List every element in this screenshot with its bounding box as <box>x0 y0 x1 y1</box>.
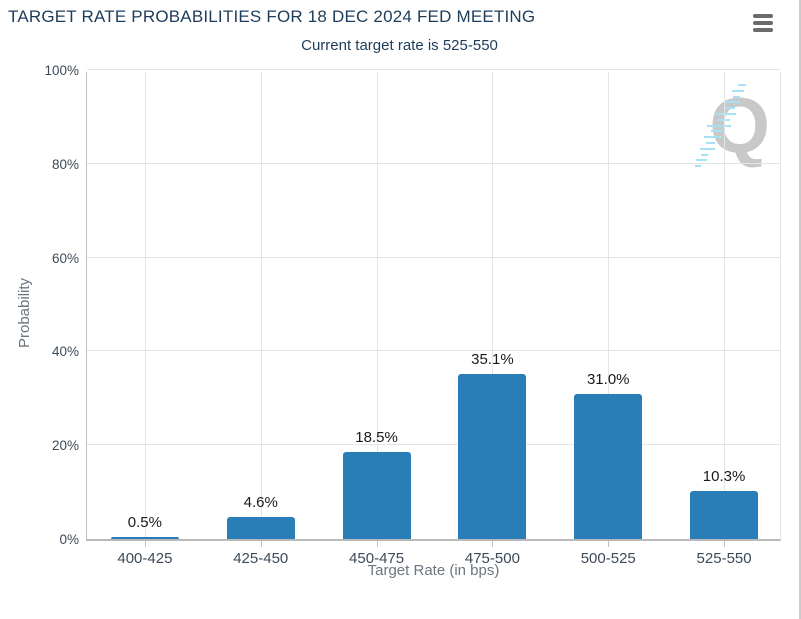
y-axis-title: Probability <box>16 277 33 348</box>
bar-525-550[interactable] <box>690 490 759 539</box>
watermark-dash <box>704 136 722 139</box>
watermark-dash <box>711 130 723 133</box>
x-tick-mark <box>492 541 494 547</box>
gridline-vertical <box>376 72 378 539</box>
plot-area: Q 0% 20% 40% 60% 80% 100% 0.5% 400-425 4.6% 425-4… <box>44 63 781 567</box>
bar-value-label: 4.6% <box>243 494 278 512</box>
x-tick-label: 500-525 <box>580 550 636 567</box>
watermark-dash <box>732 89 744 92</box>
bar-value-label: 10.3% <box>702 467 746 485</box>
bar-value-label: 35.1% <box>471 351 514 369</box>
chart-subtitle: Current target rate is 525-550 <box>301 37 498 54</box>
watermark-dash <box>724 101 740 104</box>
y-tick-label: 60% <box>51 250 79 266</box>
watermark-dash <box>738 84 746 86</box>
y-tick-label: 80% <box>51 156 79 172</box>
watermark-dash <box>725 107 735 110</box>
watermark-dash <box>700 153 708 156</box>
watermark-dash <box>705 142 715 144</box>
gridline-horizontal <box>87 69 780 70</box>
gridline-horizontal <box>87 162 780 164</box>
gridline-vertical <box>144 72 146 539</box>
bar-value-label: 18.5% <box>355 429 398 447</box>
gridline-horizontal <box>87 256 780 258</box>
x-tick-label: 400-425 <box>117 550 173 567</box>
bar-475-500[interactable] <box>458 374 527 539</box>
bar-value-label: 0.5% <box>127 513 162 531</box>
x-tick-mark <box>376 541 378 547</box>
watermark-dash <box>716 113 736 115</box>
x-tick-label: 450-475 <box>349 550 405 567</box>
x-tick-mark <box>608 541 610 547</box>
gridline-horizontal <box>87 444 780 446</box>
y-tick-label: 40% <box>51 344 79 360</box>
x-tick-mark <box>260 541 262 547</box>
menu-button[interactable] <box>753 13 773 33</box>
bar-425-450[interactable] <box>226 517 295 539</box>
bar-400-425[interactable] <box>110 536 179 539</box>
watermark-dash <box>695 159 707 162</box>
x-axis-title: Target Rate (in bps) <box>367 562 500 579</box>
quikstrike-q-logo-icon: Q <box>709 81 770 169</box>
x-tick-label: 425-450 <box>233 550 289 567</box>
x-tick-mark <box>144 541 146 547</box>
gridline-horizontal <box>87 350 780 352</box>
watermark-dash <box>695 165 701 168</box>
gridline-vertical <box>608 72 610 539</box>
watermark-dash <box>707 124 731 127</box>
watermark-dash <box>716 118 730 121</box>
bar-450-475[interactable] <box>342 452 411 539</box>
x-tick-label: 475-500 <box>464 550 520 567</box>
bar-value-label: 31.0% <box>586 370 630 388</box>
x-tick-label: 525-550 <box>696 550 752 567</box>
y-tick-label: 0% <box>59 532 79 547</box>
y-tick-label: 20% <box>51 438 79 454</box>
gridline-vertical <box>724 72 726 539</box>
watermark-dash <box>732 95 740 98</box>
chart-title: TARGET RATE PROBABILITIES FOR 18 DEC 202… <box>8 7 536 26</box>
y-tick-label: 100% <box>44 63 79 78</box>
bar-500-525[interactable] <box>574 393 643 539</box>
gridline-vertical <box>492 72 494 539</box>
watermark-dash <box>699 147 715 150</box>
x-tick-mark <box>724 541 726 547</box>
hamburger-icon <box>753 14 773 18</box>
gridline-vertical <box>260 72 262 539</box>
